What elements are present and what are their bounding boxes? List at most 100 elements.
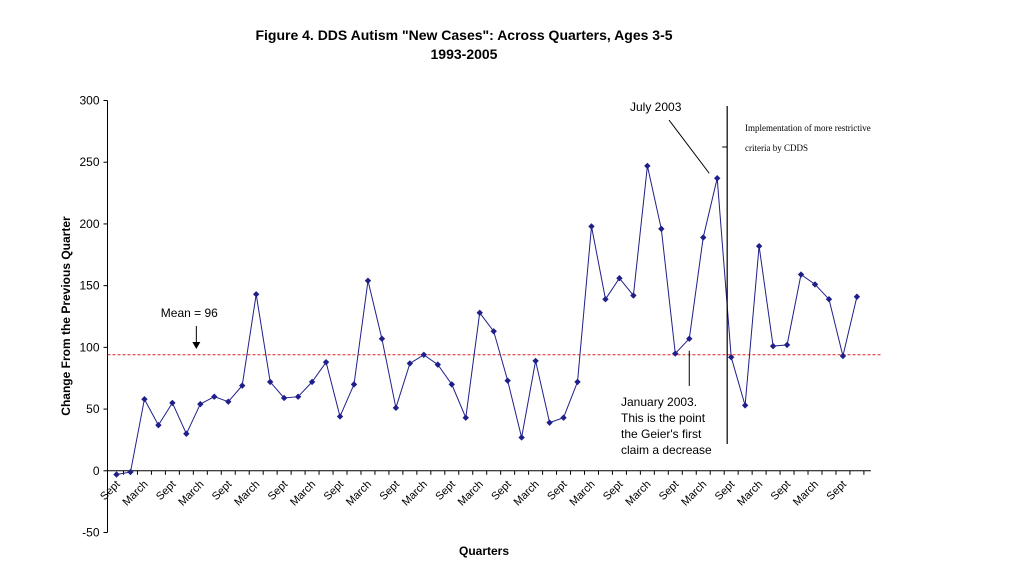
implementation-annotation: criteria by CDDS — [745, 143, 808, 153]
x-tick-label: Sept — [210, 478, 234, 502]
x-tick-label: March — [679, 478, 709, 508]
data-point — [630, 292, 637, 299]
data-point — [839, 352, 847, 360]
x-tick-label: Sept — [545, 478, 569, 502]
data-point — [853, 293, 861, 300]
x-tick-label: March — [568, 478, 598, 508]
data-point — [714, 175, 721, 182]
data-point — [448, 381, 455, 388]
data-point — [141, 395, 148, 403]
data-point — [518, 434, 525, 441]
data-point — [755, 242, 763, 250]
x-tick-label: Sept — [266, 478, 290, 502]
x-tick-label: March — [735, 478, 765, 508]
y-tick-label: 150 — [79, 279, 99, 293]
data-point — [658, 225, 665, 233]
mean-annotation: Mean = 96 — [161, 306, 218, 320]
data-point — [364, 277, 372, 284]
y-tick-label: 250 — [79, 155, 99, 169]
x-axis-title: Quarters — [459, 544, 509, 558]
data-point — [280, 394, 288, 402]
mean-arrow-head — [192, 342, 201, 349]
data-point — [644, 162, 651, 170]
july-2003-annotation: July 2003 — [630, 100, 682, 114]
data-point — [253, 291, 260, 298]
data-point — [169, 399, 176, 407]
series-line — [116, 165, 858, 475]
x-tick-label: March — [456, 478, 486, 508]
data-point — [574, 378, 581, 386]
x-tick-label: Sept — [601, 478, 625, 502]
data-point — [741, 402, 749, 409]
data-point — [155, 421, 162, 429]
data-point — [532, 357, 539, 365]
x-tick-label: Sept — [98, 478, 122, 502]
data-point — [797, 271, 805, 278]
x-tick-label: Sept — [154, 478, 178, 502]
data-point — [588, 223, 595, 230]
y-tick-label: -50 — [82, 526, 100, 540]
data-point — [211, 393, 218, 400]
january-2003-annotation: January 2003. — [621, 395, 697, 409]
data-point — [183, 430, 190, 437]
data-point — [825, 296, 833, 303]
x-tick-label: Sept — [322, 478, 346, 502]
x-tick-label: March — [232, 478, 262, 508]
x-tick-label: Sept — [825, 478, 849, 502]
x-tick-label: Sept — [489, 478, 513, 502]
data-point — [700, 234, 707, 241]
y-tick-label: 0 — [93, 464, 100, 478]
data-point — [127, 468, 134, 476]
data-point — [783, 341, 791, 349]
y-tick-label: 100 — [79, 340, 99, 354]
data-point — [420, 351, 428, 358]
x-tick-label: Sept — [713, 478, 737, 502]
data-point — [462, 414, 469, 421]
data-point — [392, 404, 400, 412]
data-point — [336, 413, 344, 420]
chart-subtitle: 1993-2005 — [431, 46, 498, 62]
data-point — [546, 419, 553, 426]
data-point — [504, 377, 511, 384]
y-tick-label: 50 — [86, 402, 100, 416]
data-point — [350, 381, 358, 388]
data-point — [811, 281, 819, 288]
chart-title: Figure 4. DDS Autism "New Cases": Across… — [255, 27, 672, 43]
data-point — [672, 350, 679, 357]
data-point — [322, 358, 330, 366]
january-2003-annotation: the Geier's first — [621, 427, 702, 441]
data-point — [616, 275, 623, 282]
data-point — [378, 335, 386, 342]
x-tick-label: March — [344, 478, 374, 508]
x-tick-label: Sept — [769, 478, 793, 502]
x-tick-label: March — [512, 478, 542, 508]
x-tick-label: Sept — [433, 478, 457, 502]
y-tick-label: 300 — [79, 94, 99, 108]
x-tick-label: March — [623, 478, 653, 508]
january-2003-annotation: This is the point — [621, 411, 706, 425]
data-point — [686, 335, 693, 342]
x-tick-label: March — [176, 478, 206, 508]
data-point — [113, 471, 120, 478]
x-tick-label: Sept — [378, 478, 402, 502]
data-point — [308, 378, 316, 386]
implementation-annotation: Implementation of more restrictive — [745, 123, 871, 133]
y-tick-label: 200 — [79, 217, 99, 231]
x-tick-label: March — [120, 478, 150, 508]
x-tick-label: March — [791, 478, 821, 508]
data-point — [434, 361, 442, 368]
data-point — [406, 360, 414, 367]
data-point — [294, 393, 302, 400]
data-point — [602, 296, 609, 303]
data-point — [266, 378, 274, 386]
data-point — [225, 398, 232, 405]
data-point — [727, 354, 735, 361]
y-axis-title: Change From the Previous Quarter — [59, 216, 73, 416]
x-tick-label: March — [400, 478, 430, 508]
data-point — [476, 309, 483, 316]
data-point — [197, 400, 204, 408]
data-point — [239, 382, 246, 389]
x-tick-label: Sept — [657, 478, 681, 502]
